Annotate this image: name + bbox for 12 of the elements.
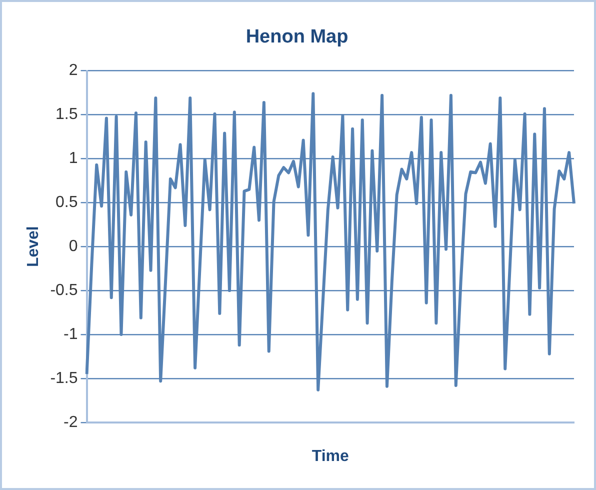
y-tick-label: -0.5 bbox=[50, 282, 78, 299]
y-tick-label: 2 bbox=[68, 62, 78, 80]
x-axis-title: Time bbox=[312, 448, 350, 465]
y-tick-label: 0 bbox=[68, 238, 78, 256]
y-tick-label: -1.5 bbox=[50, 370, 78, 387]
chart-title: Henon Map bbox=[246, 26, 348, 48]
y-tick-label: -1 bbox=[64, 326, 78, 343]
y-tick-label: 0.5 bbox=[56, 194, 78, 212]
y-tick-label: -2 bbox=[64, 414, 78, 431]
y-axis-title: Level bbox=[25, 226, 42, 268]
y-tick-label: 1 bbox=[68, 150, 78, 168]
y-tick-label: 1.5 bbox=[56, 106, 78, 124]
